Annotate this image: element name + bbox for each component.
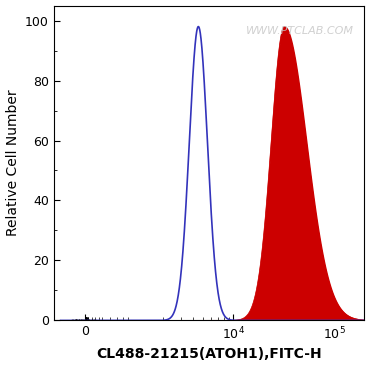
Y-axis label: Relative Cell Number: Relative Cell Number: [6, 90, 20, 236]
X-axis label: CL488-21215(ATOH1),FITC-H: CL488-21215(ATOH1),FITC-H: [96, 348, 322, 361]
Text: WWW.PTCLAB.COM: WWW.PTCLAB.COM: [246, 26, 354, 36]
